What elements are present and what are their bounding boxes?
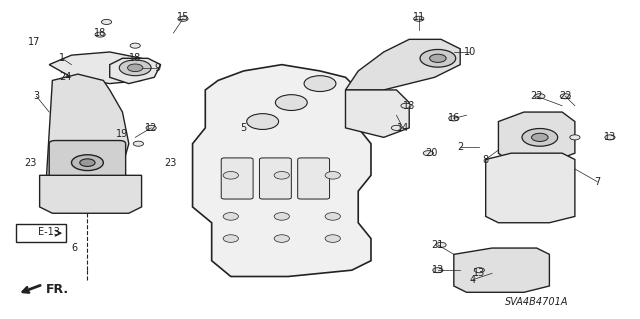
Circle shape xyxy=(535,94,545,99)
Text: 18: 18 xyxy=(94,28,106,38)
Circle shape xyxy=(127,64,143,71)
Circle shape xyxy=(325,213,340,220)
Text: 8: 8 xyxy=(483,154,489,165)
Circle shape xyxy=(133,141,143,146)
Circle shape xyxy=(223,172,239,179)
Text: 2: 2 xyxy=(457,142,463,152)
Text: 10: 10 xyxy=(463,47,476,57)
Circle shape xyxy=(178,16,188,21)
Circle shape xyxy=(304,76,336,92)
Circle shape xyxy=(532,133,548,141)
Circle shape xyxy=(223,213,239,220)
Circle shape xyxy=(274,235,289,242)
Polygon shape xyxy=(49,52,154,84)
Text: 6: 6 xyxy=(72,243,77,253)
Text: 16: 16 xyxy=(448,113,460,123)
Circle shape xyxy=(95,32,105,37)
Polygon shape xyxy=(454,248,549,292)
Circle shape xyxy=(392,125,401,130)
Circle shape xyxy=(423,151,433,156)
Text: 24: 24 xyxy=(59,72,71,82)
Text: 18: 18 xyxy=(403,101,415,111)
Circle shape xyxy=(413,16,424,21)
Polygon shape xyxy=(486,153,575,223)
Polygon shape xyxy=(346,39,460,90)
Text: 3: 3 xyxy=(33,91,40,101)
Text: 18: 18 xyxy=(129,53,141,63)
Circle shape xyxy=(80,159,95,167)
Circle shape xyxy=(325,235,340,242)
Polygon shape xyxy=(40,175,141,213)
Circle shape xyxy=(605,135,615,140)
Circle shape xyxy=(274,213,289,220)
Circle shape xyxy=(560,94,570,99)
Circle shape xyxy=(246,114,278,130)
Text: 22: 22 xyxy=(559,91,572,101)
Circle shape xyxy=(474,268,484,273)
Polygon shape xyxy=(46,74,129,194)
Circle shape xyxy=(119,60,151,76)
Circle shape xyxy=(72,155,103,171)
FancyBboxPatch shape xyxy=(259,158,291,199)
Text: 9: 9 xyxy=(154,63,161,73)
Circle shape xyxy=(433,268,443,273)
Text: 14: 14 xyxy=(397,123,409,133)
Polygon shape xyxy=(499,112,575,163)
Text: SVA4B4701A: SVA4B4701A xyxy=(505,297,568,307)
Circle shape xyxy=(436,242,446,248)
FancyBboxPatch shape xyxy=(298,158,330,199)
Text: 23: 23 xyxy=(24,158,36,168)
Text: 13: 13 xyxy=(432,265,444,275)
Text: 23: 23 xyxy=(164,158,177,168)
Text: 11: 11 xyxy=(413,12,425,22)
Text: 12: 12 xyxy=(145,123,157,133)
Text: 4: 4 xyxy=(470,275,476,285)
Text: 20: 20 xyxy=(426,148,438,158)
Text: 5: 5 xyxy=(241,123,246,133)
Polygon shape xyxy=(193,65,371,277)
Text: 13: 13 xyxy=(473,268,485,278)
Circle shape xyxy=(429,54,446,63)
Text: 7: 7 xyxy=(594,177,600,187)
Circle shape xyxy=(420,49,456,67)
Text: 17: 17 xyxy=(28,38,41,48)
Circle shape xyxy=(570,135,580,140)
Polygon shape xyxy=(109,58,161,84)
Text: 13: 13 xyxy=(604,132,616,142)
FancyBboxPatch shape xyxy=(16,224,67,242)
Text: 22: 22 xyxy=(531,91,543,101)
Circle shape xyxy=(449,116,459,121)
Text: 15: 15 xyxy=(177,12,189,22)
Text: E-13: E-13 xyxy=(38,227,60,237)
Text: 1: 1 xyxy=(59,53,65,63)
Circle shape xyxy=(325,172,340,179)
Circle shape xyxy=(401,103,411,108)
FancyBboxPatch shape xyxy=(221,158,253,199)
Text: FR.: FR. xyxy=(46,283,69,296)
Circle shape xyxy=(130,43,140,48)
FancyBboxPatch shape xyxy=(49,141,125,185)
Polygon shape xyxy=(346,90,409,137)
Text: 21: 21 xyxy=(432,240,444,250)
Text: 19: 19 xyxy=(116,129,129,139)
Circle shape xyxy=(101,19,111,25)
Circle shape xyxy=(275,95,307,110)
Circle shape xyxy=(522,129,557,146)
Circle shape xyxy=(223,235,239,242)
Circle shape xyxy=(146,125,156,130)
Circle shape xyxy=(274,172,289,179)
